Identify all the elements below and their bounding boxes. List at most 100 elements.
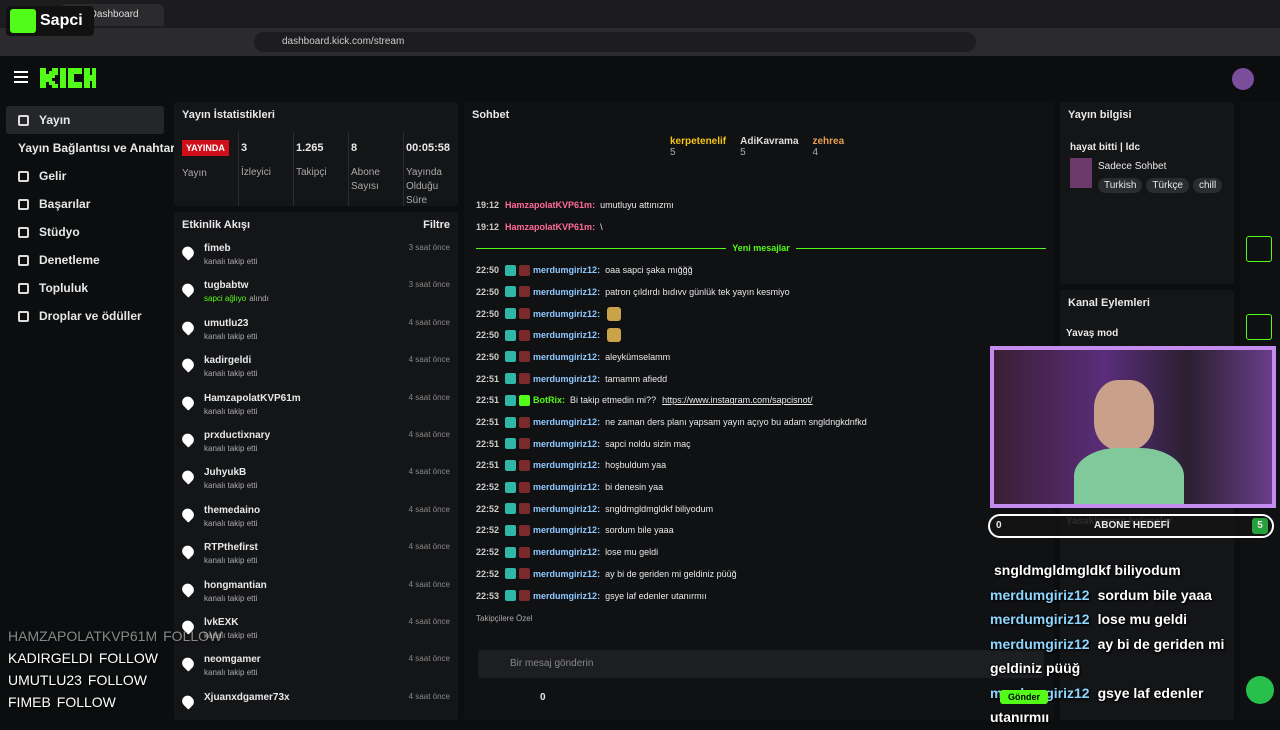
activity-name: RTPthefirst [204, 542, 258, 554]
chat-time: 22:52 [476, 482, 500, 493]
chat-user: BotRix [533, 395, 565, 405]
tab-bar: Kick Dashboard [0, 0, 1280, 28]
address-bar-row: dashboard.kick.com/stream [0, 28, 1280, 56]
mod-badge [519, 416, 531, 428]
chat-user: merdumgiriz12 [533, 309, 600, 319]
support-button[interactable] [1246, 676, 1274, 704]
activity-action: kanalı takip etti [204, 668, 258, 678]
activity-name: kadirgeldi [204, 355, 252, 367]
activity-time: 3 saat önce [408, 243, 450, 252]
nav-item[interactable]: Stüdyo [6, 218, 164, 246]
ticker-row: FIMEB FOLLOW [8, 694, 222, 716]
chat-message: 22:50 merdumgiriz12 aleykümselamm [476, 346, 1046, 368]
chat-time: 22:52 [476, 525, 500, 536]
stat-value: 00:05:58 [406, 142, 451, 154]
activity-detail: sapci ağlıyo alındı [204, 294, 399, 303]
activity-action: kanalı takip etti [204, 443, 258, 453]
activity-panel: Etkinlik Akışı Filtre fimeb kanalı takip e… [174, 212, 458, 720]
activity-name: themedaino [204, 504, 261, 516]
activity-action: kanalı takip etti [204, 406, 258, 416]
address-bar[interactable]: dashboard.kick.com/stream [254, 32, 976, 52]
sub-badge [505, 351, 517, 363]
menu-icon[interactable] [14, 71, 28, 83]
new-messages-divider: Yeni mesajlar [476, 237, 1047, 259]
sidebar: Yayın Yayın Bağlantısı ve Anahtarı Gelir Ba… [6, 106, 178, 330]
chat-time: 19:12 [476, 221, 500, 232]
chat-input[interactable]: Bir mesaj gönderin [478, 650, 1044, 678]
activity-icon [179, 580, 197, 598]
chat-time: 22:51 [476, 438, 500, 449]
filter-button[interactable]: Filtre [423, 219, 450, 231]
gifter-count: 5 [670, 147, 676, 158]
avatar[interactable] [1232, 68, 1254, 90]
chat-link[interactable]: https://www.instagram.com/sapcisnot/ [662, 395, 813, 406]
activity-body: neomgamer kanalı takip etti [204, 654, 399, 677]
activity-name: umutlu23 [204, 317, 249, 329]
nav-icon [18, 114, 29, 126]
tag[interactable]: Türkçe [1146, 178, 1189, 193]
activity-detail: kanalı takip etti [204, 332, 399, 341]
mod-badge [519, 351, 531, 363]
mod-badge [519, 373, 531, 385]
activity-time: 3 saat önce [408, 280, 450, 290]
activity-name: neomgamer [204, 654, 261, 666]
chat-text: ne zaman ders planı yapsam yayın açıyo b… [605, 417, 867, 428]
chat-toggle[interactable] [1246, 314, 1272, 340]
tag[interactable]: chill [1192, 178, 1223, 193]
sub-goal-current: 0 [996, 520, 1002, 531]
stat: 3 İzleyici [238, 132, 293, 206]
activity-item: HamzapolatKVP61m kanalı takip etti 4 saat … [174, 388, 458, 425]
activity-icon [179, 319, 197, 336]
chat-message: 22:51 merdumgiriz12 tamamm afiedd [476, 368, 1046, 390]
nav-item[interactable]: Gelir [6, 162, 164, 190]
chat-text: umutluyu attınızmı [600, 199, 674, 210]
chat-header: Sohbet [464, 102, 1054, 128]
webcam-face [1094, 380, 1154, 450]
tag[interactable]: Turkish [1098, 178, 1143, 193]
chat-text: \ [600, 221, 603, 232]
mod-badge [519, 524, 531, 536]
activity-name: fimeb [204, 243, 231, 254]
chat-message: 19:12 HamzapolatKVP61m \ [476, 216, 1046, 238]
chat-time: 22:50 [476, 351, 500, 362]
followers-only-label: Takipçilere Özel [476, 614, 533, 623]
channel-action[interactable]: Yavaş mod [1066, 328, 1226, 516]
activity-action: alındı [249, 294, 269, 304]
activity-time: 4 saat önce [408, 317, 450, 327]
stat-label: Abone Sayısı [351, 167, 380, 192]
chat-message: 22:51 merdumgiriz12 hoşbuldum yaa [476, 455, 1046, 477]
send-button[interactable]: Gönder [1000, 690, 1049, 704]
nav-item[interactable]: Droplar ve ödüller [6, 302, 164, 330]
stats-header: Yayın İstatistikleri [174, 102, 458, 128]
chat-user: merdumgiriz12 [533, 504, 600, 514]
stat-value: 1.265 [296, 142, 324, 154]
nav-item[interactable]: Başarılar [6, 190, 164, 218]
chat-message: 22:50 merdumgiriz12 patron çıldırdı bıdıvv… [476, 281, 1046, 303]
kick-logo[interactable] [40, 68, 96, 88]
quick-action[interactable] [1246, 236, 1272, 262]
nav-item[interactable]: Yayın [6, 106, 164, 134]
activity-title: Etkinlik Akışı [182, 219, 251, 231]
nav-item[interactable]: Yayın Bağlantısı ve Anahtarı [6, 134, 178, 162]
ticker-row: HAMZAPOLATKVP61M FOLLOW [8, 628, 222, 650]
activity-time: 4 saat önce [408, 467, 450, 477]
mod-badge [519, 546, 531, 558]
tags: Turkish Türkçe chill [1098, 178, 1223, 193]
nav-label: Yayın Bağlantısı ve Anahtarı [18, 141, 179, 155]
ticker-name: KADIRGELDI [8, 650, 93, 666]
app-header [0, 56, 1280, 100]
activity-name: lvkEXK [204, 616, 239, 628]
nav-item[interactable]: Topluluk [6, 274, 164, 302]
gifter-count: 4 [812, 147, 819, 158]
chat-text: lose mu geldi [605, 547, 659, 558]
nav-item[interactable]: Denetleme [6, 246, 164, 274]
chat-user: HamzapolatKVP61m [505, 222, 595, 232]
activity-item: themedaino kanalı takip etti 4 saat önce [174, 500, 458, 537]
activity-action: kanalı takip etti [204, 481, 258, 491]
chat-time: 22:51 [476, 373, 500, 384]
sub-badge [505, 568, 517, 580]
chat-user: merdumgiriz12 [533, 525, 600, 535]
overlay-message: merdumgiriz12 ay bi de geriden mi geldini… [990, 632, 1250, 681]
divider-line [795, 247, 1047, 249]
overlay-chat: sngldmgldmgldkf biliyodum merdumgiriz12 so… [990, 558, 1250, 730]
